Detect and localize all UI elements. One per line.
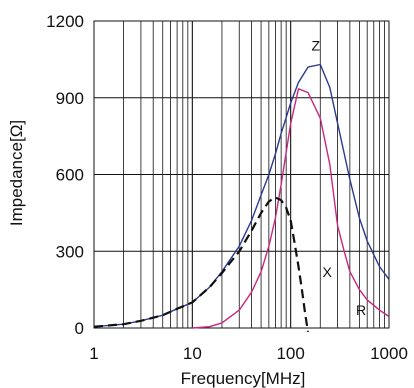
series-labels: Z R X <box>311 37 366 318</box>
grid <box>94 21 389 328</box>
y-tick-label: 0 <box>75 319 84 338</box>
y-tick-label: 600 <box>56 166 84 185</box>
tick-labels: 0 300 600 900 1200 1 10 100 1000 <box>46 12 408 363</box>
series-x-line <box>94 196 310 332</box>
x-tick-label: 100 <box>276 344 304 363</box>
x-tick-label: 1000 <box>370 344 408 363</box>
series-z-label: Z <box>311 37 320 53</box>
y-tick-label: 1200 <box>46 12 84 31</box>
series-r-label: R <box>356 302 366 318</box>
series-z-line <box>94 63 389 328</box>
y-tick-label: 300 <box>56 242 84 261</box>
y-tick-label: 900 <box>56 89 84 108</box>
y-axis-title: Impedance[Ω] <box>7 120 26 226</box>
x-axis-title: Frequency[MHz] <box>181 369 306 388</box>
x-tick-label: 10 <box>183 344 202 363</box>
series-r-line <box>192 88 389 329</box>
series-group <box>94 63 389 332</box>
plot-frame <box>93 20 390 329</box>
x-tick-label: 1 <box>89 344 98 363</box>
series-x-label: X <box>322 264 332 280</box>
